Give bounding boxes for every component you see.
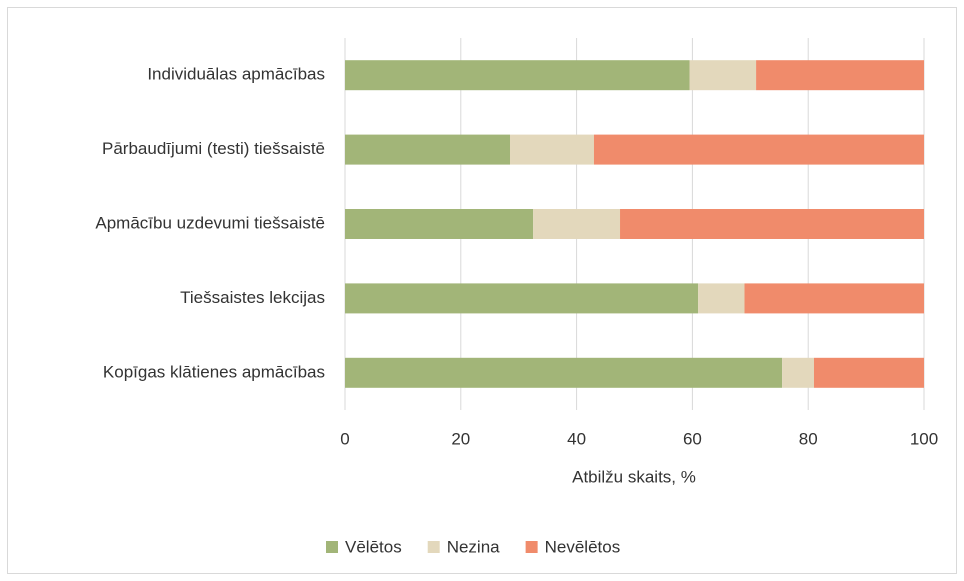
bar-segment	[756, 60, 924, 91]
legend-swatch	[326, 541, 338, 553]
y-tick-label: Pārbaudījumi (testi) tiešsaistē	[102, 139, 325, 158]
x-tick-label: 60	[683, 429, 702, 448]
legend-swatch	[525, 541, 538, 553]
x-tick-label: 100	[910, 429, 938, 448]
bar-segment	[345, 357, 783, 388]
bar-segment	[813, 357, 924, 388]
x-axis-label: Atbilžu skaits, %	[572, 467, 696, 486]
bar-segment	[510, 134, 594, 165]
x-tick-label: 20	[451, 429, 470, 448]
legend-label: Vēlētos	[345, 537, 402, 556]
bar-segment	[689, 60, 757, 91]
x-tick-label: 0	[340, 429, 349, 448]
bar-segment	[345, 209, 534, 239]
y-tick-label: Apmācību uzdevumi tiešsaistē	[95, 213, 325, 232]
legend-label: Nezina	[447, 537, 500, 556]
x-tick-label: 40	[567, 429, 586, 448]
legend-swatch	[427, 541, 440, 553]
bar-segment	[345, 134, 511, 165]
legend-label: Nevēlētos	[545, 537, 621, 556]
bar-segment	[744, 283, 924, 314]
x-tick-label: 80	[799, 429, 818, 448]
bar-segment	[620, 209, 924, 239]
bar-segment	[782, 357, 814, 388]
bar-segment	[345, 283, 699, 314]
bar-segment	[345, 60, 690, 91]
y-tick-label: Tiešsaistes lekcijas	[180, 288, 325, 307]
y-tick-label: Kopīgas klātienes apmācības	[103, 362, 325, 381]
y-tick-label: Individuālas apmācības	[147, 65, 325, 84]
bar-segment	[698, 283, 745, 314]
bar-segment	[533, 209, 621, 239]
bar-segment	[593, 134, 924, 165]
